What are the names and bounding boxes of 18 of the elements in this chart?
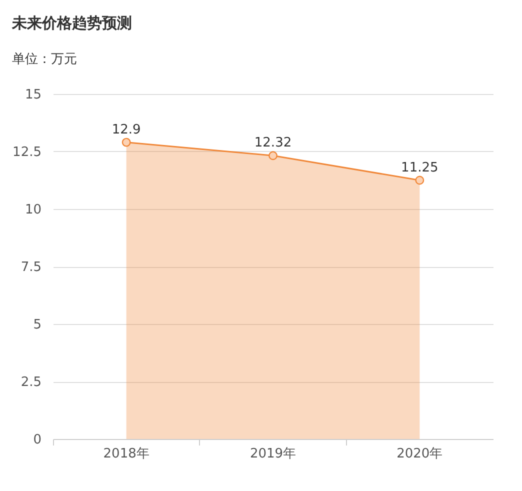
point — [268, 151, 278, 160]
chart-title: 未来价格趋势预测 — [11, 14, 132, 32]
data-label: 12.32 — [254, 136, 292, 151]
point — [415, 176, 424, 185]
y-tick-label: 12.5 — [12, 145, 42, 160]
y-tick-label: 7.5 — [20, 260, 42, 275]
x-tick-label: 2020年 — [396, 446, 443, 462]
y-tick-label: 0 — [33, 432, 42, 448]
data-label: 11.25 — [401, 160, 438, 176]
y-axis-title: 单位：万元 — [12, 52, 78, 67]
x-tick-label: 2019年 — [250, 446, 296, 462]
y-tick-label: 10 — [24, 202, 42, 218]
data-label: 12.9 — [112, 122, 141, 138]
point — [122, 138, 131, 147]
y-tick-label: 15 — [24, 88, 42, 102]
y-tick-label: 2.5 — [20, 375, 42, 390]
y-tick-label: 5 — [33, 318, 42, 332]
x-tick-label: 2018年 — [103, 446, 150, 462]
